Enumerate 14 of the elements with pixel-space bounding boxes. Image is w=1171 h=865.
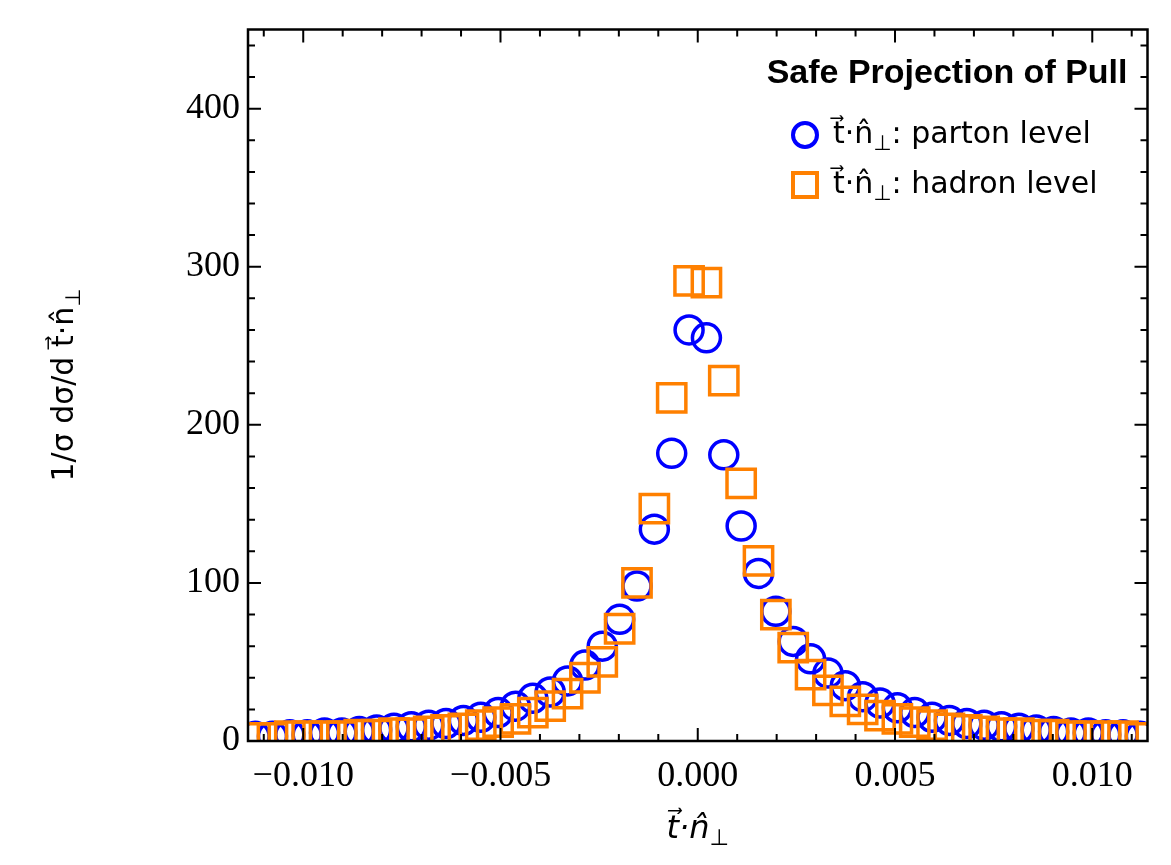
legend-label: t⃗·n̂$_{⊥}$: parton level bbox=[832, 114, 1091, 155]
text: Safe Projection of Pull bbox=[766, 51, 1128, 91]
x-tick-label: −0.005 bbox=[449, 754, 552, 795]
x-axis-title: t⃗·n̂$_{⊥}$ bbox=[666, 808, 730, 851]
y-tick-label: 300 bbox=[186, 244, 240, 285]
x-tick-label: 0.010 bbox=[1051, 754, 1133, 795]
legend-label: t⃗·n̂$_{⊥}$: hadron level bbox=[832, 164, 1098, 205]
x-tick-label: −0.010 bbox=[252, 754, 354, 795]
y-tick-label: 0 bbox=[222, 718, 240, 759]
x-tick-label: 0.000 bbox=[657, 754, 739, 795]
y-tick-label: 100 bbox=[186, 560, 240, 601]
x-tick-label: 0.005 bbox=[854, 754, 936, 795]
y-tick-label: 400 bbox=[186, 86, 240, 127]
y-tick-label: 200 bbox=[186, 402, 240, 443]
